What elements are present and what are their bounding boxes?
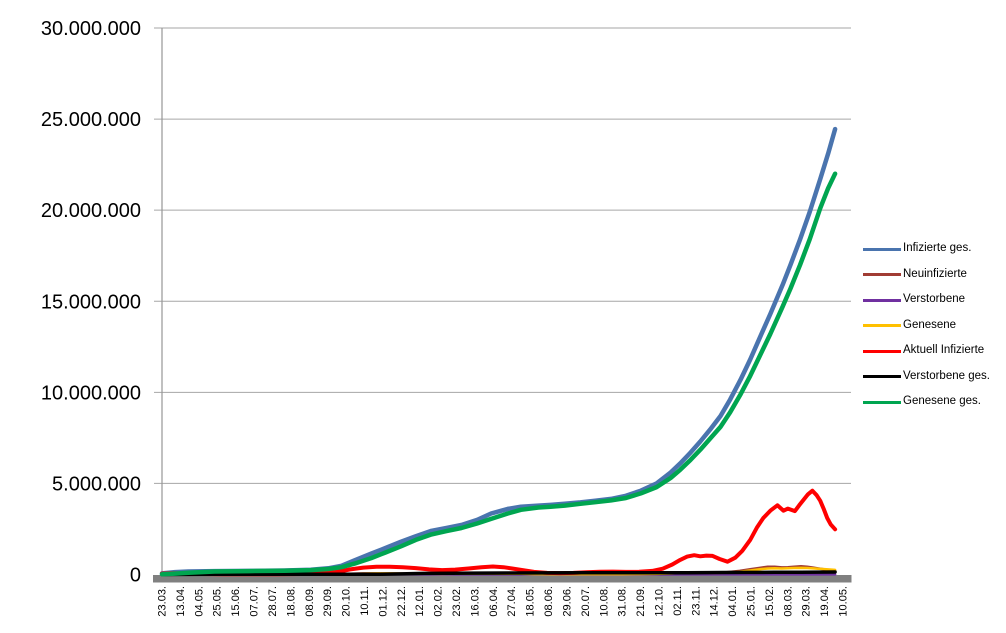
x-axis-label: 18.05. [525,586,537,617]
legend-line-swatch-verstorbene [863,298,901,302]
x-axis-label: 20.10. [341,586,353,617]
legend-entry-genesene: Genesene [863,313,956,339]
x-axis-label: 29.03. [801,586,813,617]
x-axis-label: 02.11. [672,586,684,616]
x-axis-label: 08.06. [543,586,555,617]
y-axis-label: 15.000.000 [41,291,141,313]
legend-entry-genesene-ges: Genesene ges. [863,389,981,415]
y-axis-label: 30.000.000 [41,18,141,40]
x-axis-label: 14.12. [709,586,721,617]
x-axis-label: 23.11. [690,586,702,616]
legend-entry-aktuell-infizierte: Aktuell Infizierte [863,338,984,364]
legend-entry-verstorbene: Verstorbene [863,287,965,313]
legend-entry-neuinfizierte: Neuinfizierte [863,262,967,288]
x-axis-label: 31.08. [617,586,629,617]
legend-label: Verstorbene ges. [903,369,990,382]
x-axis-label: 21.09. [635,586,647,617]
legend-line-swatch-aktuell-infizierte [863,349,901,353]
chart-legend: Infizierte ges. Neuinfizierte Verstorbene G… [863,236,1005,426]
series-line-infizierte-ges [159,126,838,576]
x-axis-label: 29.09. [322,586,334,617]
x-axis-label: 10.05. [838,586,850,617]
y-axis-label: 5.000.000 [52,473,141,495]
x-axis-label: 22.12. [396,586,408,617]
x-axis-label: 12.01. [414,586,426,617]
y-axis-label: 10.000.000 [41,382,141,404]
legend-label: Verstorbene [903,293,966,306]
legend-entry-infizierte-ges: Infizierte ges. [863,236,971,262]
legend-label: Aktuell Infizierte [903,344,985,357]
x-axis-label: 13.04. [175,586,187,617]
legend-label: Infizierte ges. [903,242,972,255]
series-line-aktuell-infizierte [160,488,838,577]
y-axis-label: 0 [130,565,141,587]
x-axis-label: 25.05. [212,586,224,617]
legend-entry-verstorbene-ges: Verstorbene ges. [863,364,990,390]
x-axis-label: 28.07. [267,586,279,617]
y-axis-label: 20.000.000 [41,200,141,222]
x-axis-label: 20.07. [580,586,592,617]
x-axis-label: 08.09. [304,586,316,617]
legend-line-swatch-genesene-ges [863,400,901,404]
x-axis-label: 19.04. [819,586,831,617]
x-axis-label: 23.03. [157,586,169,617]
x-axis-bar [153,575,852,583]
series-line-verstorbene-ges [160,570,837,577]
series-line-genesene-ges [159,171,838,577]
x-axis-label: 10.11. [359,586,371,616]
y-axis-label: 25.000.000 [41,109,141,131]
legend-line-swatch-verstorbene-ges [863,375,901,378]
x-axis-label: 15.06. [230,586,242,617]
x-axis-label: 25.01. [745,586,757,617]
x-axis-label: 27.04. [506,586,518,617]
x-axis-label: 18.08. [285,586,297,617]
legend-label: Genesene ges. [903,395,982,408]
x-axis-label: 08.03. [782,586,794,617]
x-axis-label: 15.02. [764,586,776,617]
x-axis-label: 10.08. [598,586,610,617]
x-axis-label: 01.12. [377,586,389,617]
x-axis-label: 16.03. [469,586,481,617]
x-axis-label: 23.02. [451,586,463,617]
x-axis-label: 04.01. [727,586,739,617]
legend-line-swatch-neuinfizierte [863,273,901,276]
x-axis-label: 06.04. [488,586,500,617]
x-axis-label: 02.02. [433,586,445,617]
legend-line-swatch-genesene [863,324,901,327]
x-axis-label: 12.10. [653,586,665,617]
x-axis-label: 04.05. [193,586,205,617]
legend-label: Genesene [903,318,957,331]
legend-line-swatch-infizierte-ges [863,247,901,251]
x-axis-label: 07.07. [249,586,261,617]
x-axis-label: 29.06. [561,586,573,617]
legend-label: Neuinfizierte [903,267,967,280]
